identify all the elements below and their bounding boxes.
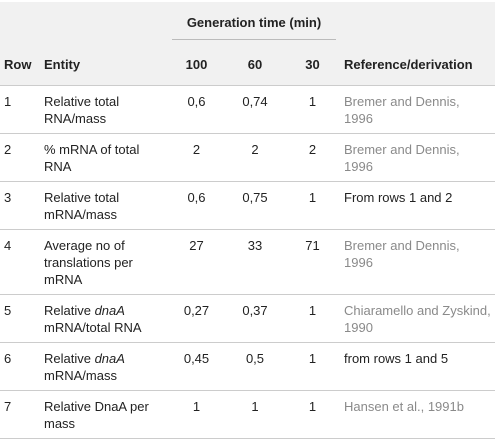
group-header: Generation time (min) <box>168 2 340 46</box>
value-cell: 0,74 <box>225 85 285 134</box>
table-row: 4 Average no of translations per mRNA 27 33… <box>0 229 495 295</box>
table-body: 1 Relative total RNA/mass 0,6 0,74 1 Bremer a… <box>0 85 495 439</box>
entity-cell: Relative total mRNA/mass <box>40 181 168 230</box>
table-row: 5 Relative dnaA mRNA/total RNA 0,27 0,37 1 Ch… <box>0 294 495 343</box>
table-row: 2% mRNA of total RNA 2 2 2 Bremer and Dennis… <box>0 133 495 182</box>
group-header-text: Generation time (min) <box>172 14 336 40</box>
reference-link[interactable]: Bremer and Dennis, 1996 <box>344 94 460 126</box>
value-cell: 1 <box>285 294 340 343</box>
reference-cell: Bremer and Dennis, 1996 <box>340 85 495 134</box>
reference-cell: Chiaramello and Zyskind, 1990 <box>340 294 495 343</box>
value-cell: 0,75 <box>225 181 285 230</box>
entity-cell: Average no of translations per mRNA <box>40 229 168 295</box>
column-header-row: Row Entity 100 60 30 Reference/derivation <box>0 46 495 86</box>
entity-text: % mRNA of total RNA <box>44 142 140 174</box>
value-cell: 27 <box>168 229 225 295</box>
value-cell: 1 <box>285 342 340 391</box>
empty-cell <box>0 2 40 46</box>
value-cell: 0,6 <box>168 85 225 134</box>
value-cell: 1 <box>285 85 340 134</box>
row-number: 6 <box>0 342 40 391</box>
entity-cell: Relative DnaA per mass <box>40 390 168 439</box>
column-header: 100 <box>185 57 208 72</box>
entity-text: mRNA/total RNA <box>44 320 142 335</box>
row-number: 2 <box>0 133 40 182</box>
column-header: 30 <box>305 57 320 72</box>
table-row: 1 Relative total RNA/mass 0,6 0,74 1 Bremer a… <box>0 85 495 134</box>
reference-link[interactable]: Bremer and Dennis, 1996 <box>344 238 460 270</box>
column-header: Row <box>4 57 32 72</box>
table-head: Generation time (min) Row Entity 100 60 30 Re… <box>0 2 495 86</box>
reference-cell: From rows 1 and 2 <box>340 181 495 230</box>
value-cell: 0,27 <box>168 294 225 343</box>
value-cell: 2 <box>285 133 340 182</box>
reference-cell: Hansen et al., 1991b <box>340 390 495 439</box>
column-header: Entity <box>44 57 81 72</box>
value-cell: 33 <box>225 229 285 295</box>
entity-text: Relative total RNA/mass <box>44 94 120 126</box>
table-row: 6 Relative dnaA mRNA/mass 0,45 0,5 1 from row… <box>0 342 495 391</box>
value-cell: 2 <box>225 133 285 182</box>
group-header-row: Generation time (min) <box>0 2 495 46</box>
value-cell: 0,5 <box>225 342 285 391</box>
row-number: 1 <box>0 85 40 134</box>
entity-cell: Relative dnaA mRNA/mass <box>40 342 168 391</box>
entity-text: Relative <box>44 351 95 366</box>
entity-text: Relative <box>44 303 95 318</box>
entity-text: Average no of translations per mRNA <box>44 238 133 287</box>
reference-cell: from rows 1 and 5 <box>340 342 495 391</box>
reference-cell: Bremer and Dennis, 1996 <box>340 229 495 295</box>
entity-text: Relative total mRNA/mass <box>44 190 120 222</box>
entity-text: dnaA <box>94 351 125 366</box>
value-cell: 71 <box>285 229 340 295</box>
column-header: Reference/derivation <box>344 57 473 72</box>
entity-text: Relative DnaA per mass <box>44 399 149 431</box>
table-row: 7 Relative DnaA per mass 1 1 1 Hansen et al.,… <box>0 390 495 439</box>
value-cell: 0,6 <box>168 181 225 230</box>
value-cell: 0,37 <box>225 294 285 343</box>
reference-cell: Bremer and Dennis, 1996 <box>340 133 495 182</box>
value-cell: 1 <box>285 390 340 439</box>
reference-text: from rows 1 and 5 <box>344 351 449 366</box>
table-row: 3 Relative total mRNA/mass 0,6 0,75 1 From ro… <box>0 181 495 230</box>
entity-cell: Relative total RNA/mass <box>40 85 168 134</box>
row-number: 4 <box>0 229 40 295</box>
entity-text: mRNA/mass <box>44 368 117 383</box>
entity-cell: % mRNA of total RNA <box>40 133 168 182</box>
reference-link[interactable]: Chiaramello and Zyskind, 1990 <box>344 303 491 335</box>
column-header: 60 <box>247 57 263 72</box>
value-cell: 2 <box>168 133 225 182</box>
value-cell: 0,45 <box>168 342 225 391</box>
row-number: 3 <box>0 181 40 230</box>
value-cell: 1 <box>225 390 285 439</box>
row-number: 5 <box>0 294 40 343</box>
reference-link[interactable]: Hansen et al., 1991b <box>344 399 464 414</box>
empty-cell <box>340 2 495 46</box>
empty-cell <box>40 2 168 46</box>
entity-cell: Relative dnaA mRNA/total RNA <box>40 294 168 343</box>
row-number: 7 <box>0 390 40 439</box>
reference-text: From rows 1 and 2 <box>344 190 453 205</box>
value-cell: 1 <box>168 390 225 439</box>
entity-text: dnaA <box>94 303 125 318</box>
value-cell: 1 <box>285 181 340 230</box>
reference-link[interactable]: Bremer and Dennis, 1996 <box>344 142 460 174</box>
